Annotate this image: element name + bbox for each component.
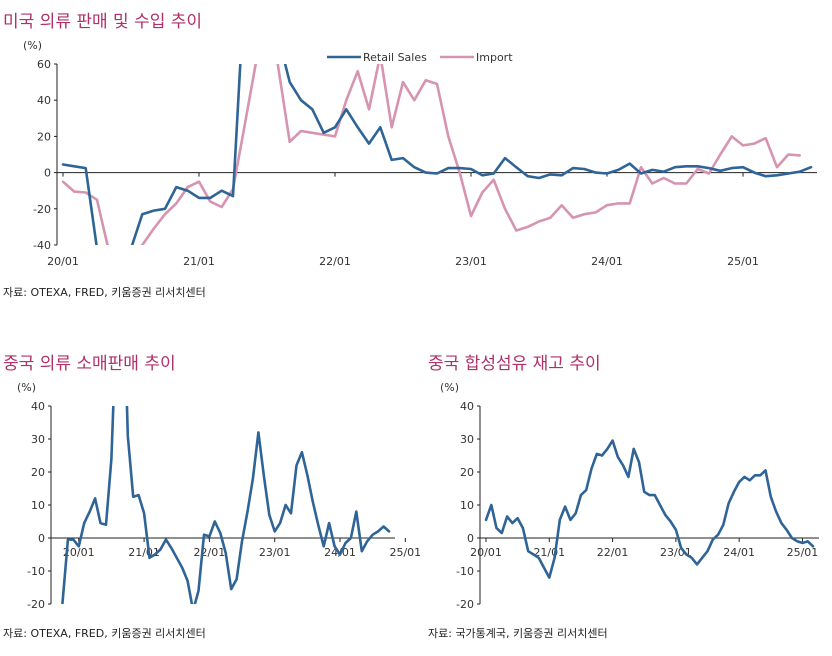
chart3-x-tick-label: 24/01 [723,546,755,559]
chart1-y-tick-label: 0 [44,167,51,180]
chart2-x-tick-label: 25/01 [389,546,421,559]
chart2-x-tick-label: 21/01 [128,546,160,559]
chart3-x-tick-label: 20/01 [470,546,502,559]
legend-label-1: Retail Sales [363,51,427,64]
chart2-y-tick-label: -10 [27,565,45,578]
chart2-x-tick-label: 20/01 [63,546,95,559]
chart1-title: 미국 의류 판매 및 수입 추이 [3,12,203,32]
chart2-y-tick-label: 10 [31,499,45,512]
chart1-y-tick-label: -40 [33,239,51,252]
chart3-source: 자료: 국가통계국, 키움증권 리서치센터 [428,627,608,640]
chart3-y-tick-label: 30 [460,433,474,446]
chart2-y-unit: (%) [17,381,36,394]
chart2-x-tick-label: 23/01 [259,546,291,559]
chart2-y-tick-label: 20 [31,466,45,479]
chart1-series-retail-sales [61,64,813,245]
chart1-x-tick-label: 25/01 [727,255,759,268]
chart3-series-line [484,439,815,579]
chart2-series-line [61,406,391,604]
chart3-y-tick-label: 20 [460,466,474,479]
chart1-y-tick-label: 60 [37,58,51,71]
chart2-y-tick-label: 0 [38,532,45,545]
chart2-title: 중국 의류 소매판매 추이 [3,354,176,374]
chart1-x-tick-label: 20/01 [47,255,79,268]
chart1-x-tick-label: 24/01 [591,255,623,268]
chart3-x-tick-label: 25/01 [787,546,819,559]
chart2-source: 자료: OTEXA, FRED, 키움증권 리서치센터 [3,627,206,640]
chart2-y-tick-label: 40 [31,400,45,413]
chart2-y-tick-label: -20 [27,598,45,611]
chart3-y-tick-label: 10 [460,499,474,512]
chart1-y-tick-label: -20 [33,203,51,216]
chart1-x-tick-label: 22/01 [319,255,351,268]
chart2-y-tick-label: 30 [31,433,45,446]
chart1-source: 자료: OTEXA, FRED, 키움증권 리서치센터 [3,286,206,299]
chart3-title: 중국 합성섬유 재고 추이 [428,354,601,374]
chart1-y-tick-label: 20 [37,130,51,143]
chart3-y-tick-label: -10 [456,565,474,578]
chart3-y-tick-label: 40 [460,400,474,413]
chart1-series-import [61,64,802,245]
chart3-x-tick-label: 22/01 [597,546,629,559]
chart1-x-tick-label: 21/01 [183,255,215,268]
chart3-y-tick-label: 0 [467,532,474,545]
chart3-x-tick-label: 21/01 [533,546,565,559]
chart3-y-unit: (%) [440,381,459,394]
chart1-x-tick-label: 23/01 [455,255,487,268]
legend-label-2: Import [476,51,513,64]
chart1-y-unit: (%) [23,39,42,52]
chart3-x-tick-label: 23/01 [660,546,692,559]
chart2-x-tick-label: 22/01 [194,546,226,559]
chart3-y-tick-label: -20 [456,598,474,611]
chart1-y-tick-label: 40 [37,94,51,107]
